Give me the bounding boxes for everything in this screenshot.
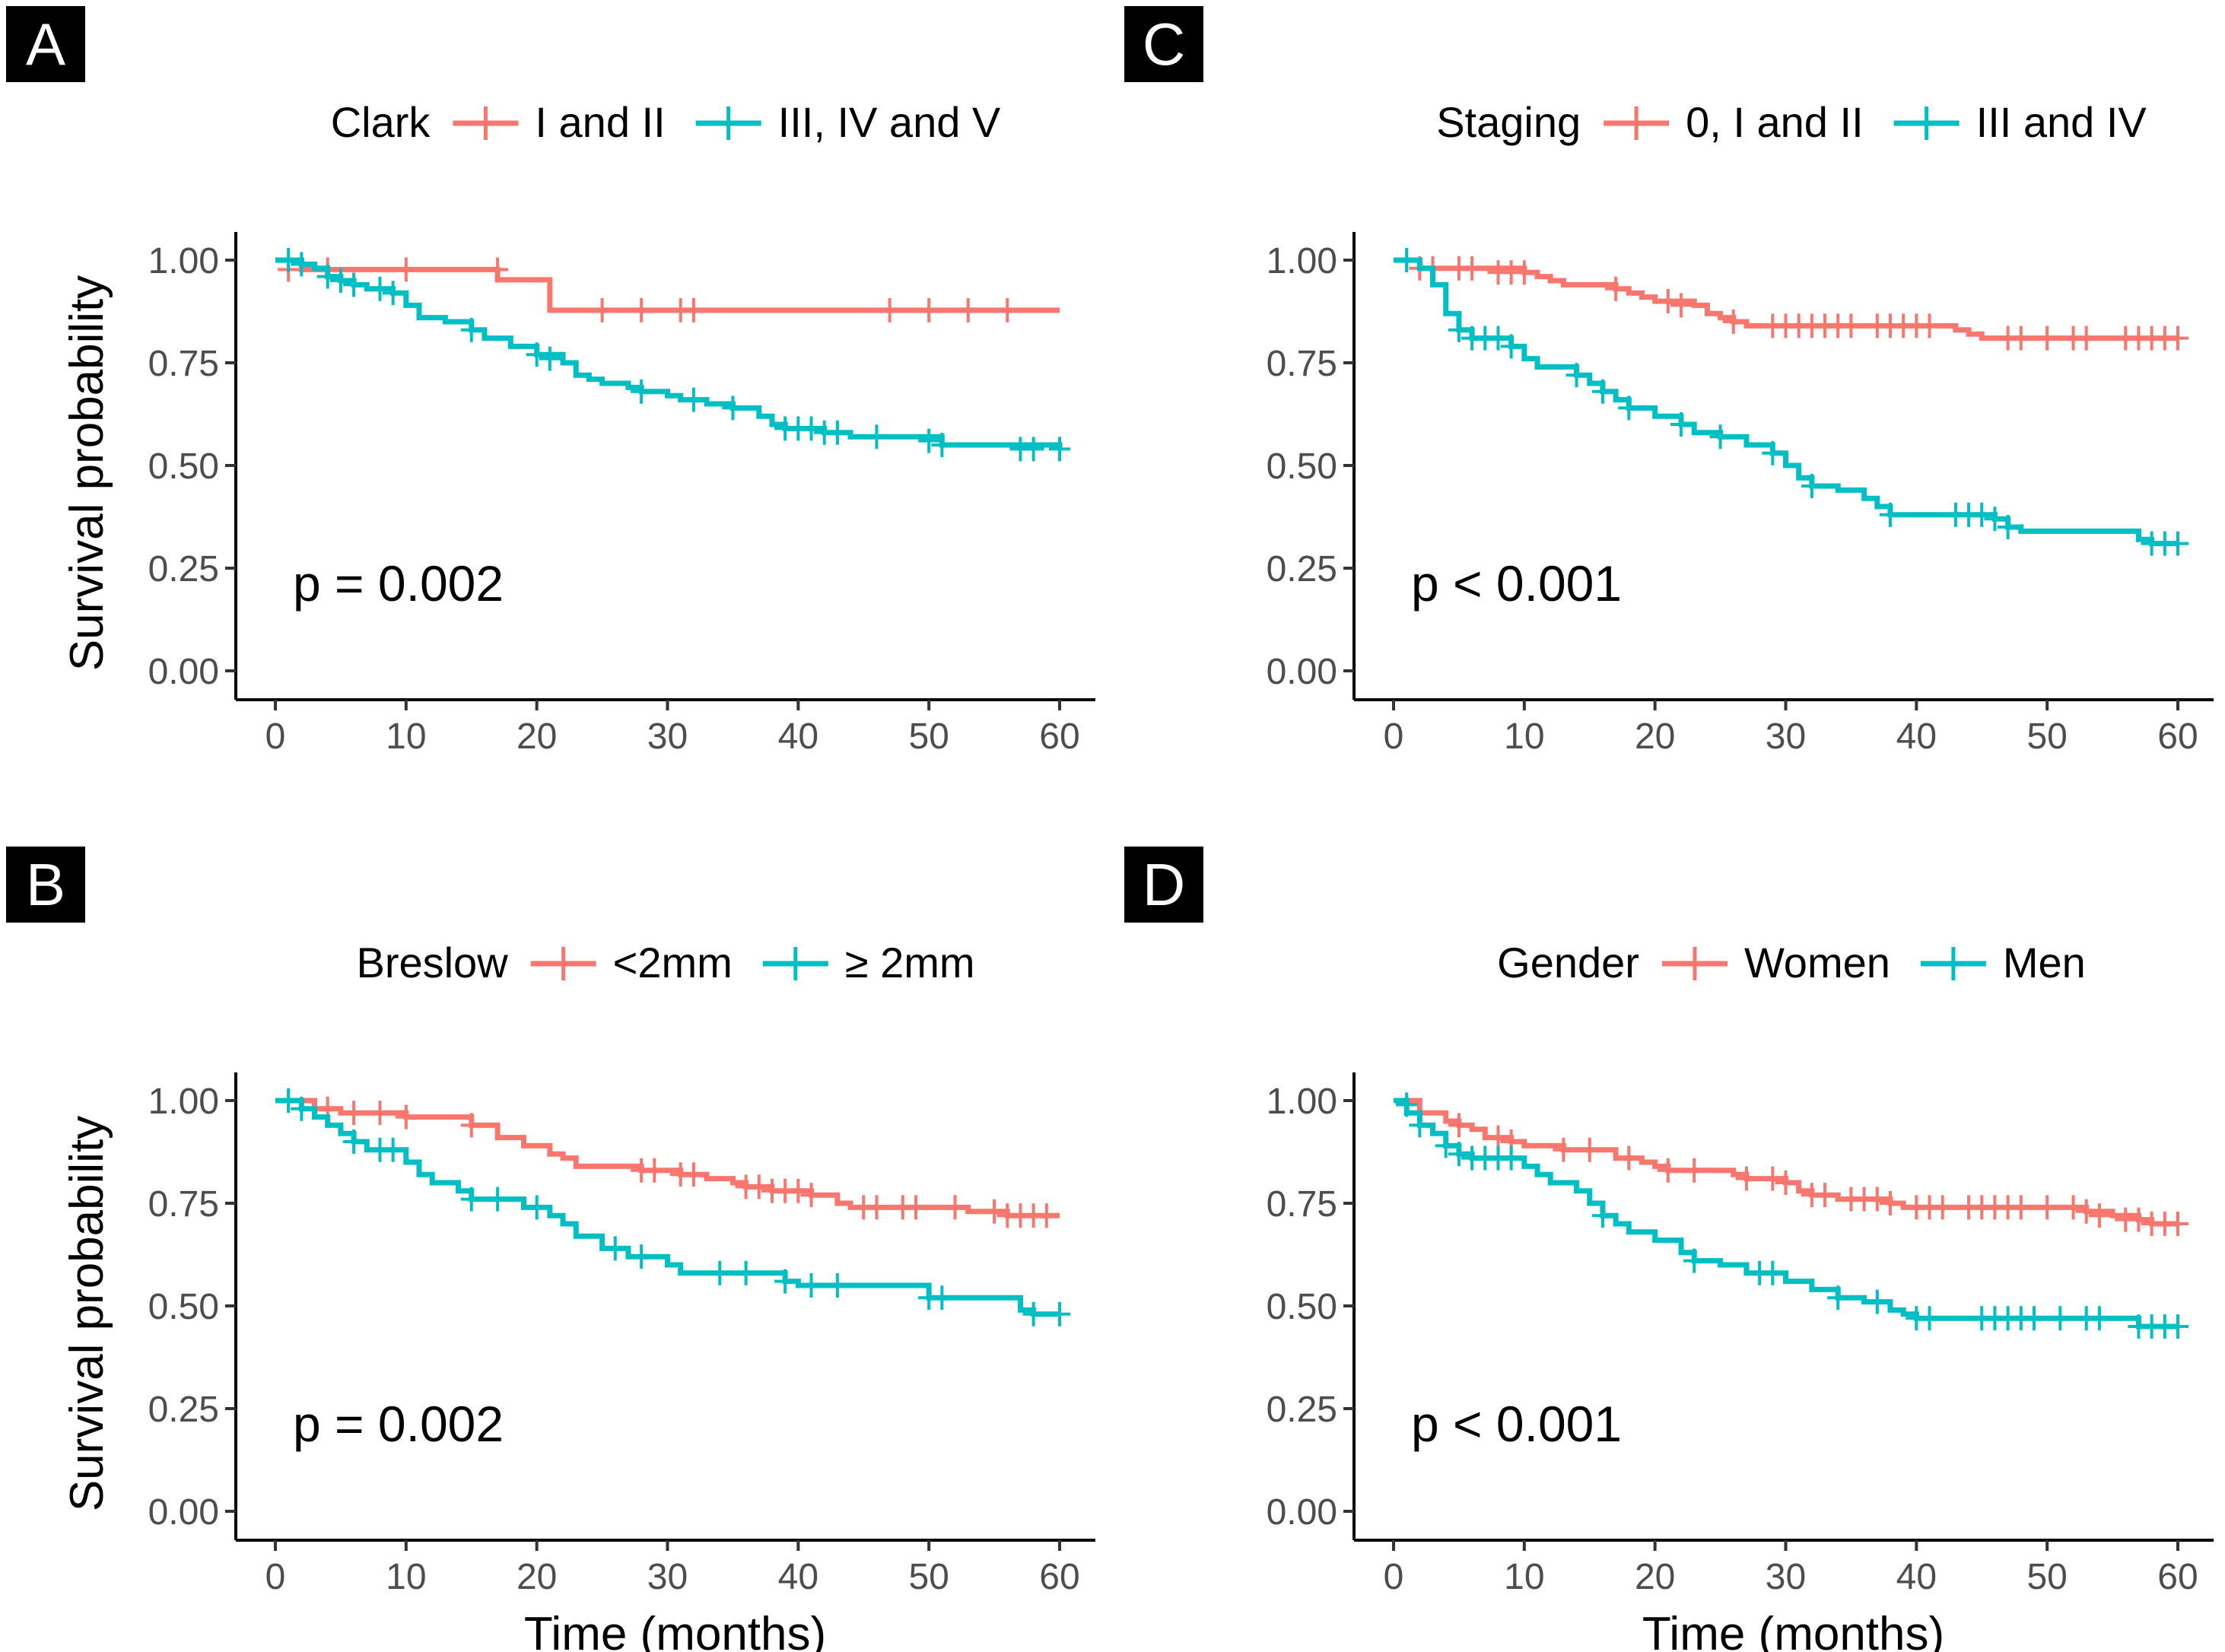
- panel-B: B Breslow <2mm ≥ 2mm 0.00 0.25 0.50 0.75 1.00 0 10…: [6, 847, 1095, 1652]
- x-tick-label: 20: [1635, 1557, 1675, 1597]
- panel-letter: B: [26, 851, 65, 918]
- panel-D: D Gender Women Men 0.00 0.25 0.50 0.75 1.00 0 10 20…: [1124, 847, 2214, 1652]
- panel-letter: D: [1143, 851, 1185, 918]
- y-tick-label: 0.50: [148, 446, 219, 487]
- legend-title: Gender: [1497, 939, 1639, 986]
- panel-letter-box: [1124, 847, 1203, 923]
- p-value: p = 0.002: [293, 1396, 504, 1452]
- y-tick-label: 0.25: [1267, 549, 1337, 589]
- y-axis-title: Survival probability: [61, 1116, 113, 1511]
- x-tick-label: 50: [2026, 716, 2067, 757]
- survival-curve: [1394, 257, 2178, 342]
- x-tick-label: 0: [1384, 716, 1404, 757]
- legend-label: III, IV and V: [778, 98, 1001, 146]
- y-tick-label: 0.25: [148, 1390, 219, 1430]
- legend-title: Staging: [1436, 98, 1581, 146]
- x-tick-label: 30: [647, 716, 688, 757]
- y-tick-label: 0.75: [1267, 344, 1337, 384]
- x-tick-label: 40: [1896, 716, 1937, 757]
- x-tick-label: 50: [908, 1557, 949, 1597]
- x-tick-label: 40: [778, 1557, 818, 1597]
- x-tick-label: 60: [1039, 716, 1079, 757]
- legend-label: Men: [2003, 939, 2086, 986]
- legend-label: Women: [1744, 939, 1890, 986]
- x-tick-label: 0: [265, 716, 286, 757]
- panel-A: A Clark I and II III, IV and V 0.00 0.25 0.50 0…: [6, 6, 1095, 757]
- p-value: p = 0.002: [293, 555, 504, 612]
- y-tick-label: 1.00: [148, 1082, 219, 1122]
- x-tick-label: 0: [265, 1557, 286, 1597]
- y-tick-label: 0.00: [1267, 652, 1337, 692]
- panel-C: C Staging 0, I and II III and IV 0.00 0.25 0.5…: [1124, 6, 2214, 757]
- x-tick-label: 10: [1504, 716, 1544, 757]
- y-tick-label: 0.25: [148, 549, 219, 589]
- legend-label: 0, I and II: [1686, 98, 1864, 146]
- x-tick-label: 50: [2026, 1557, 2067, 1597]
- x-tick-label: 60: [2157, 1557, 2198, 1597]
- y-tick-label: 1.00: [1267, 1082, 1337, 1122]
- y-tick-label: 0.00: [148, 652, 219, 692]
- x-tick-label: 40: [778, 716, 818, 757]
- panel-letter-box: [6, 6, 85, 82]
- y-tick-label: 0.50: [1267, 1287, 1337, 1327]
- y-axis-title: Survival probability: [61, 275, 113, 671]
- y-tick-label: 0.75: [148, 1184, 219, 1225]
- x-tick-label: 60: [2157, 716, 2198, 757]
- y-tick-label: 1.00: [148, 241, 219, 281]
- legend-title: Breslow: [356, 939, 508, 986]
- panel-letter-box: [6, 847, 85, 923]
- y-tick-label: 0.75: [148, 344, 219, 384]
- x-tick-label: 60: [1039, 1557, 1079, 1597]
- p-value: p < 0.001: [1411, 1396, 1622, 1452]
- x-tick-label: 20: [1635, 716, 1675, 757]
- legend-label: III and IV: [1976, 98, 2147, 146]
- y-tick-label: 0.00: [148, 1492, 219, 1533]
- y-tick-label: 0.25: [1267, 1390, 1337, 1430]
- x-tick-label: 10: [386, 716, 426, 757]
- x-tick-label: 10: [1504, 1557, 1544, 1597]
- legend-label: <2mm: [613, 939, 733, 986]
- p-value: p < 0.001: [1411, 555, 1622, 612]
- y-tick-label: 0.00: [1267, 1492, 1337, 1533]
- y-tick-label: 0.75: [1267, 1184, 1337, 1225]
- panel-letter-box: [1124, 6, 1203, 82]
- survival-curve: [1394, 257, 2178, 547]
- x-tick-label: 30: [647, 1557, 688, 1597]
- legend-title: Clark: [331, 98, 431, 146]
- x-tick-label: 30: [1766, 716, 1806, 757]
- x-axis-title: Time (months): [524, 1608, 826, 1652]
- x-axis-title: Time (months): [1642, 1608, 1944, 1652]
- x-tick-label: 10: [386, 1557, 426, 1597]
- x-tick-label: 30: [1766, 1557, 1806, 1597]
- x-tick-label: 20: [517, 716, 557, 757]
- y-tick-label: 1.00: [1267, 241, 1337, 281]
- x-tick-label: 40: [1896, 1557, 1937, 1597]
- legend-label: I and II: [535, 98, 665, 146]
- panel-letter: A: [26, 11, 65, 78]
- x-tick-label: 0: [1384, 1557, 1404, 1597]
- legend-label: ≥ 2mm: [845, 939, 975, 986]
- y-tick-label: 0.50: [1267, 446, 1337, 487]
- x-tick-label: 50: [908, 716, 949, 757]
- panel-letter: C: [1143, 11, 1185, 78]
- x-tick-label: 20: [517, 1557, 557, 1597]
- y-tick-label: 0.50: [148, 1287, 219, 1327]
